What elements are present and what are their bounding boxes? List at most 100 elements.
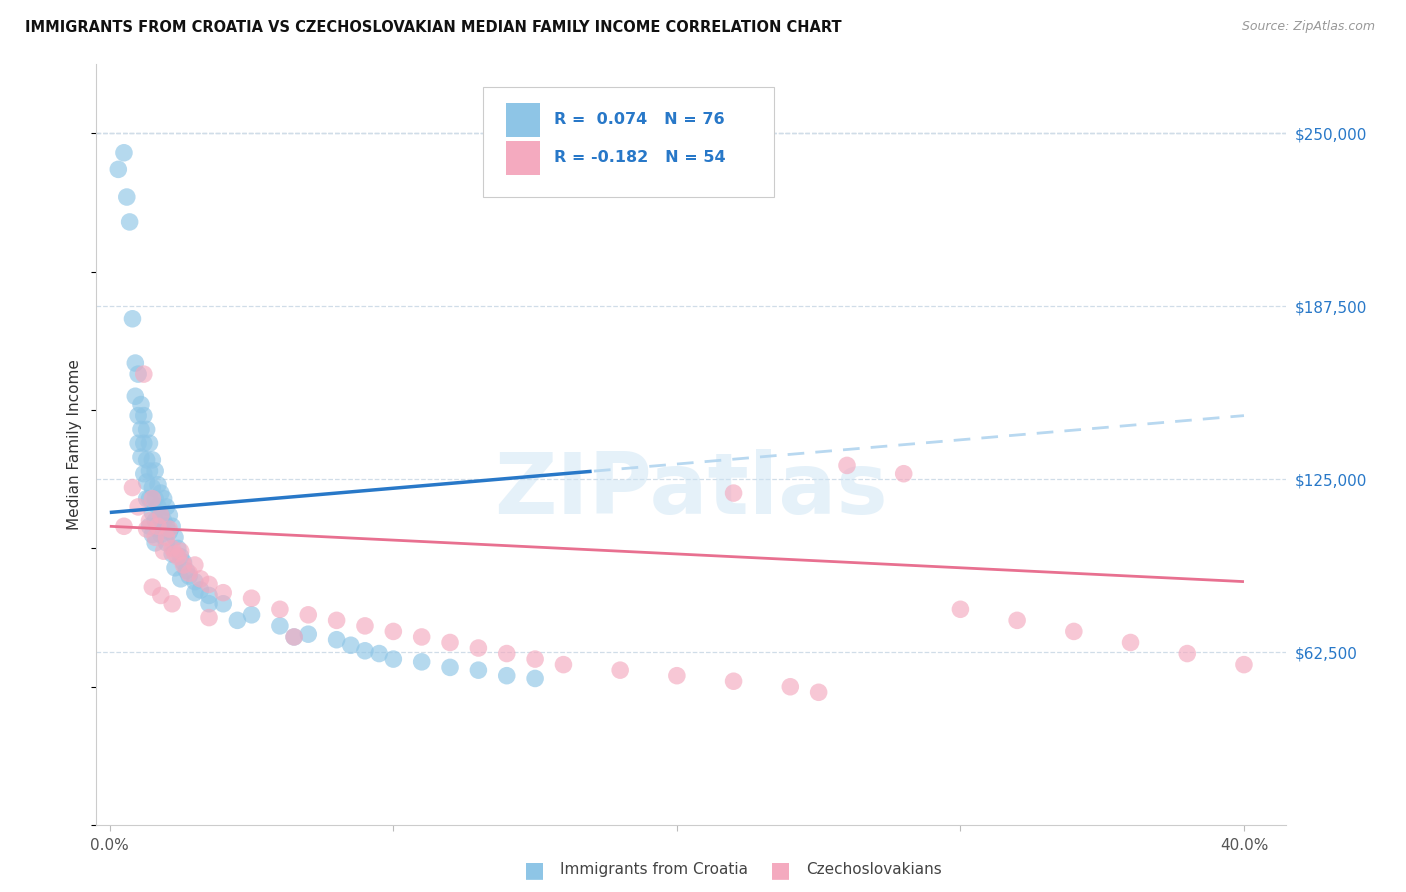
Point (184, 574, 207, 589)
Point (176, 564, 198, 578)
Point (240, 607, 263, 622)
Point (135, 422, 157, 436)
Point (160, 547, 183, 561)
Point (467, 640, 489, 655)
Point (1005, 613, 1028, 627)
Point (149, 508, 172, 523)
Point (163, 547, 186, 561)
Point (169, 549, 191, 564)
Point (138, 464, 160, 478)
Point (949, 602, 972, 616)
Point (152, 514, 174, 528)
Point (439, 635, 461, 649)
Point (152, 544, 174, 558)
Point (553, 657, 575, 672)
Point (124, 356, 146, 370)
Text: ■: ■ (770, 860, 790, 880)
Point (143, 464, 166, 478)
Text: R = -0.182   N = 54: R = -0.182 N = 54 (554, 151, 725, 165)
Point (141, 491, 163, 506)
Point (1063, 624, 1085, 639)
Point (524, 672, 547, 686)
Point (212, 585, 235, 599)
Point (138, 436, 160, 450)
Point (163, 530, 186, 544)
Point (127, 367, 149, 381)
Point (198, 589, 221, 603)
Bar (506, 103, 540, 136)
Point (169, 572, 191, 586)
Point (155, 536, 177, 550)
Point (121, 311, 143, 326)
Point (146, 519, 169, 533)
Point (467, 663, 489, 677)
Point (129, 398, 152, 412)
Point (127, 436, 149, 450)
Point (149, 589, 172, 603)
Point (166, 549, 188, 564)
Point (118, 215, 141, 229)
Bar (506, 141, 540, 175)
Point (179, 566, 201, 581)
Point (132, 367, 155, 381)
Point (146, 477, 169, 491)
Text: IMMIGRANTS FROM CROATIA VS CZECHOSLOVAKIAN MEDIAN FAMILY INCOME CORRELATION CHAR: IMMIGRANTS FROM CROATIA VS CZECHOSLOVAKI… (25, 20, 842, 35)
Point (269, 619, 291, 633)
Point (107, 162, 129, 177)
Point (115, 190, 138, 204)
Point (1175, 647, 1198, 661)
Point (198, 597, 221, 611)
Point (132, 409, 155, 423)
Point (155, 500, 177, 514)
Point (198, 610, 221, 624)
Point (121, 481, 143, 495)
Point (160, 597, 183, 611)
Point (835, 458, 858, 473)
Text: ■: ■ (524, 860, 544, 880)
Point (1233, 657, 1256, 672)
Point (665, 669, 688, 683)
Point (138, 514, 160, 528)
Point (152, 491, 174, 506)
Point (173, 558, 195, 572)
Point (157, 508, 180, 523)
Text: ZIPatlas: ZIPatlas (494, 449, 889, 532)
Y-axis label: Median Family Income: Median Family Income (67, 359, 83, 530)
Point (141, 453, 163, 467)
Text: Source: ZipAtlas.com: Source: ZipAtlas.com (1241, 20, 1375, 33)
Point (173, 555, 195, 569)
Point (146, 500, 169, 514)
Point (495, 669, 517, 683)
Point (893, 467, 915, 481)
Point (439, 660, 461, 674)
Point (297, 627, 319, 641)
Text: R =  0.074   N = 76: R = 0.074 N = 76 (554, 112, 724, 128)
Point (143, 491, 166, 506)
Point (212, 597, 235, 611)
FancyBboxPatch shape (482, 87, 775, 197)
Point (157, 524, 180, 539)
Point (141, 580, 163, 594)
Point (340, 638, 363, 652)
Point (141, 481, 163, 495)
Point (132, 436, 155, 450)
Point (127, 500, 149, 514)
Point (166, 541, 188, 556)
Point (269, 602, 291, 616)
Point (127, 409, 149, 423)
Point (141, 505, 163, 519)
Point (135, 522, 157, 536)
Point (124, 389, 146, 403)
Point (129, 422, 152, 436)
Point (325, 613, 347, 627)
Point (723, 674, 745, 689)
Point (135, 453, 157, 467)
Text: Immigrants from Croatia: Immigrants from Croatia (560, 863, 748, 877)
Point (132, 467, 155, 481)
Point (495, 647, 517, 661)
Point (143, 536, 166, 550)
Point (149, 508, 172, 523)
Point (723, 486, 745, 500)
Point (382, 624, 405, 639)
Point (190, 572, 212, 586)
